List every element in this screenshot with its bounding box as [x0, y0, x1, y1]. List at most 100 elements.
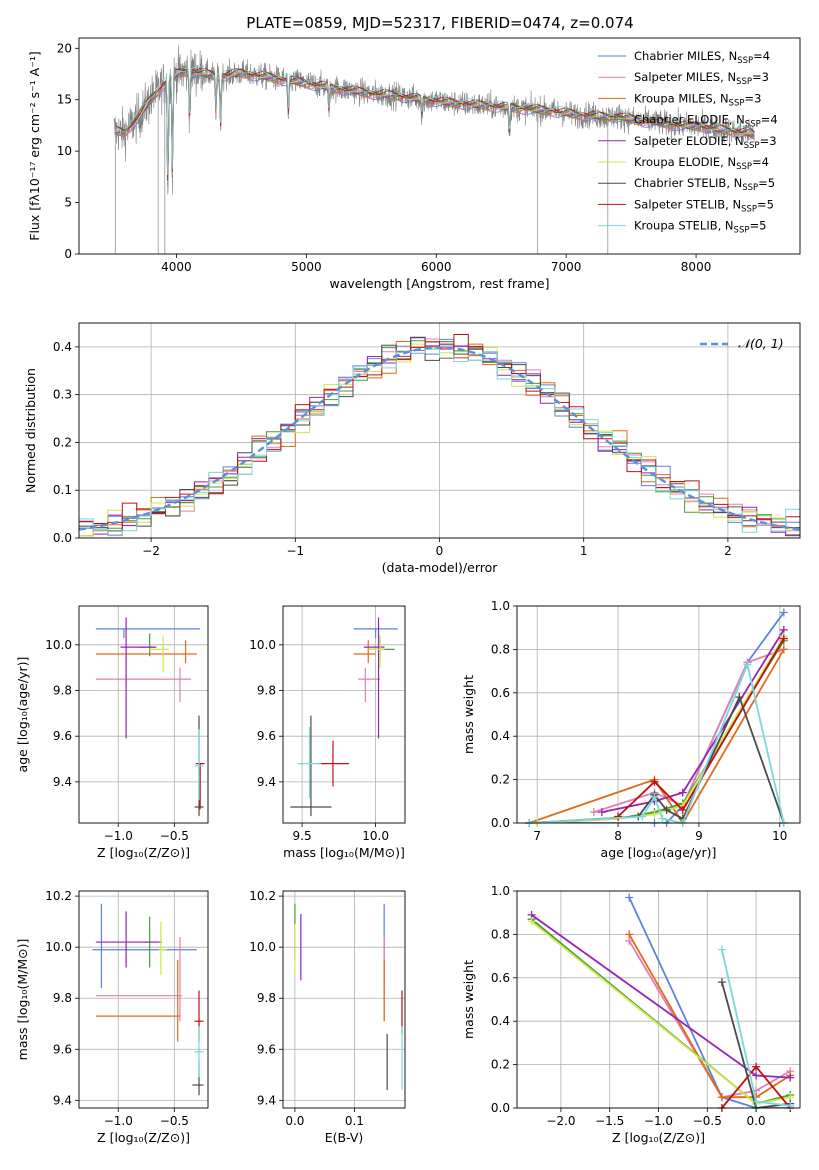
x-tick-label: 8000: [681, 260, 712, 274]
legend-label-gaussian: 𝒩(0, 1): [738, 336, 784, 351]
legend-label-suffix: =4: [761, 113, 778, 127]
legend-label-base: Salpeter MILES, N: [634, 70, 736, 84]
y-tick-label: 9.6: [257, 1042, 276, 1056]
x-axis-label: wavelength [Angstrom, rest frame]: [329, 276, 549, 291]
series-marker-kroupa_stelib: [658, 814, 667, 823]
legend-label-suffix: =5: [757, 197, 774, 211]
legend-label-chabrier_miles: Chabrier MILES, NSSP=4: [634, 49, 770, 66]
series-marker-chabrier_miles: [779, 608, 788, 617]
legend-label-kroupa_elodie: Kroupa ELODIE, NSSP=4: [634, 155, 769, 172]
legend-label-base: Kroupa MILES, N: [634, 91, 729, 105]
plot-frame: [78, 605, 209, 824]
y-axis-label: mass weight: [461, 960, 476, 1039]
x-tick-label: 6000: [421, 260, 452, 274]
legend-label-suffix: =5: [749, 219, 766, 233]
series-marker-kroupa_miles: [625, 930, 634, 939]
x-tick-label: 7: [533, 829, 541, 843]
legend-label-chabrier_elodie: Chabrier ELODIE, NSSP=4: [634, 113, 778, 130]
legend-label-suffix: =3: [752, 70, 769, 84]
histogram-salpeter_stelib: [79, 334, 800, 529]
y-tick-label: 0.2: [491, 773, 510, 787]
y-tick-label: 20: [57, 41, 72, 55]
y-tick-label: 9.6: [53, 729, 72, 743]
x-tick-label: −0.5: [160, 1114, 189, 1128]
y-tick-label: 9.4: [53, 1093, 72, 1107]
plot-frame: [282, 890, 406, 1109]
x-tick-label: −1: [286, 544, 304, 558]
legend-label-base: Salpeter ELODIE, N: [634, 134, 744, 148]
y-tick-label: 9.4: [257, 1093, 276, 1107]
legend-label-chabrier_stelib: Chabrier STELIB, NSSP=5: [634, 176, 775, 193]
y-tick-label: 0.4: [491, 729, 510, 743]
legend-label-suffix: =3: [760, 134, 777, 148]
y-tick-label: 15: [57, 93, 72, 107]
legend-label-suffix: =5: [758, 176, 775, 190]
y-tick-label: 0.8: [491, 642, 510, 656]
legend-label-kroupa_stelib: Kroupa STELIB, NSSP=5: [634, 219, 766, 236]
legend-label-base: Salpeter STELIB, N: [634, 197, 741, 211]
y-tick-label: 9.8: [53, 991, 72, 1005]
y-tick-label: 9.6: [53, 1042, 72, 1056]
series-marker-kroupa_miles: [779, 645, 788, 654]
y-tick-label: 0.8: [491, 927, 510, 941]
legend-label-subscript: SSP: [744, 141, 760, 151]
y-tick-label: 0.0: [53, 531, 72, 545]
legend-label-subscript: SSP: [729, 98, 745, 108]
legend-label-subscript: SSP: [737, 56, 753, 66]
x-axis-label: Z [log₁₀(Z/Z⊙)]: [97, 845, 190, 860]
legend-label-salpeter_stelib: Salpeter STELIB, NSSP=5: [634, 197, 774, 214]
series-marker-salpeter_stelib: [752, 1062, 761, 1071]
series-marker-salpeter_miles: [589, 808, 598, 817]
x-tick-label: 1: [580, 544, 588, 558]
legend-label-base: Chabrier STELIB, N: [634, 176, 742, 190]
legend-label-suffix: =4: [753, 49, 770, 63]
legend-label-subscript: SSP: [734, 226, 750, 236]
x-tick-label: −2: [142, 544, 160, 558]
x-axis-label: (data-model)/error: [382, 560, 499, 575]
series-marker-salpeter_stelib: [779, 634, 788, 643]
series-marker-kroupa_elodie: [527, 917, 536, 926]
x-axis-label: age [log₁₀(age/yr)]: [601, 845, 717, 860]
y-tick-label: 0.0: [491, 1101, 510, 1115]
plot-frame: [516, 605, 801, 824]
y-axis-label: mass weight: [461, 675, 476, 754]
series-marker-kroupa_stelib: [717, 945, 726, 954]
x-tick-label: 2: [724, 544, 732, 558]
series-marker-salpeter_elodie: [678, 788, 687, 797]
plot-frame: [516, 890, 801, 1109]
x-tick-label: 0.0: [747, 1114, 766, 1128]
panel-age-vs-metallicity: −1.0 −0.5 9.4 9.6 9.8 10.0 Z [log₁₀(Z/Z⊙)] age …: [15, 605, 209, 860]
panel-mass-vs-metallicity: −1.0 −0.5 9.4 9.6 9.8 10.0 10.2 Z [log₁₀(Z/Z⊙)]…: [15, 889, 209, 1145]
y-tick-label: 0.0: [491, 816, 510, 830]
legend-label-salpeter_elodie: Salpeter ELODIE, NSSP=3: [634, 134, 777, 151]
series-marker-kroupa_stelib: [638, 812, 647, 821]
y-axis-label: Flux [fλ10⁻¹⁷ erg cm⁻² s⁻¹ A⁻¹]: [27, 51, 42, 240]
x-tick-label: −1.0: [644, 1114, 673, 1128]
y-tick-label: 10.2: [45, 889, 72, 903]
x-axis-label: Z [log₁₀(Z/Z⊙)]: [612, 1130, 705, 1145]
panel-mass-weight-vs-age: 7 8 9 10 0.0 0.2 0.4 0.6 0.8 1.0 age [log₁₀(age/yr…: [461, 599, 801, 860]
x-tick-label: 9: [695, 829, 703, 843]
x-tick-label: 7000: [551, 260, 582, 274]
y-axis-label: mass [log₁₀(M/M⊙)]: [15, 939, 30, 1061]
series-line-salpeter_miles: [628, 940, 791, 1099]
x-tick-label: 8: [614, 829, 622, 843]
x-tick-label: 0: [436, 544, 444, 558]
legend-label-subscript: SSP: [736, 162, 752, 172]
series-marker-salpeter_elodie: [752, 1071, 761, 1080]
y-tick-label: 10.0: [45, 638, 72, 652]
legend-label-suffix: =4: [752, 155, 769, 169]
legend-label-kroupa_miles: Kroupa MILES, NSSP=3: [634, 91, 761, 108]
plot-frame: [282, 605, 406, 824]
series-marker-kroupa_elodie: [650, 810, 659, 819]
y-tick-label: 0.1: [53, 483, 72, 497]
y-tick-label: 10.0: [249, 940, 276, 954]
series-marker-salpeter_stelib: [650, 777, 659, 786]
x-tick-label: −1.0: [104, 829, 133, 843]
y-axis-label: age [log₁₀(age/yr)]: [15, 657, 30, 773]
series-marker-salpeter_elodie: [597, 808, 606, 817]
series-marker-salpeter_elodie: [786, 1073, 795, 1082]
x-tick-label: 5000: [291, 260, 322, 274]
series-marker-chabrier_stelib: [735, 693, 744, 702]
